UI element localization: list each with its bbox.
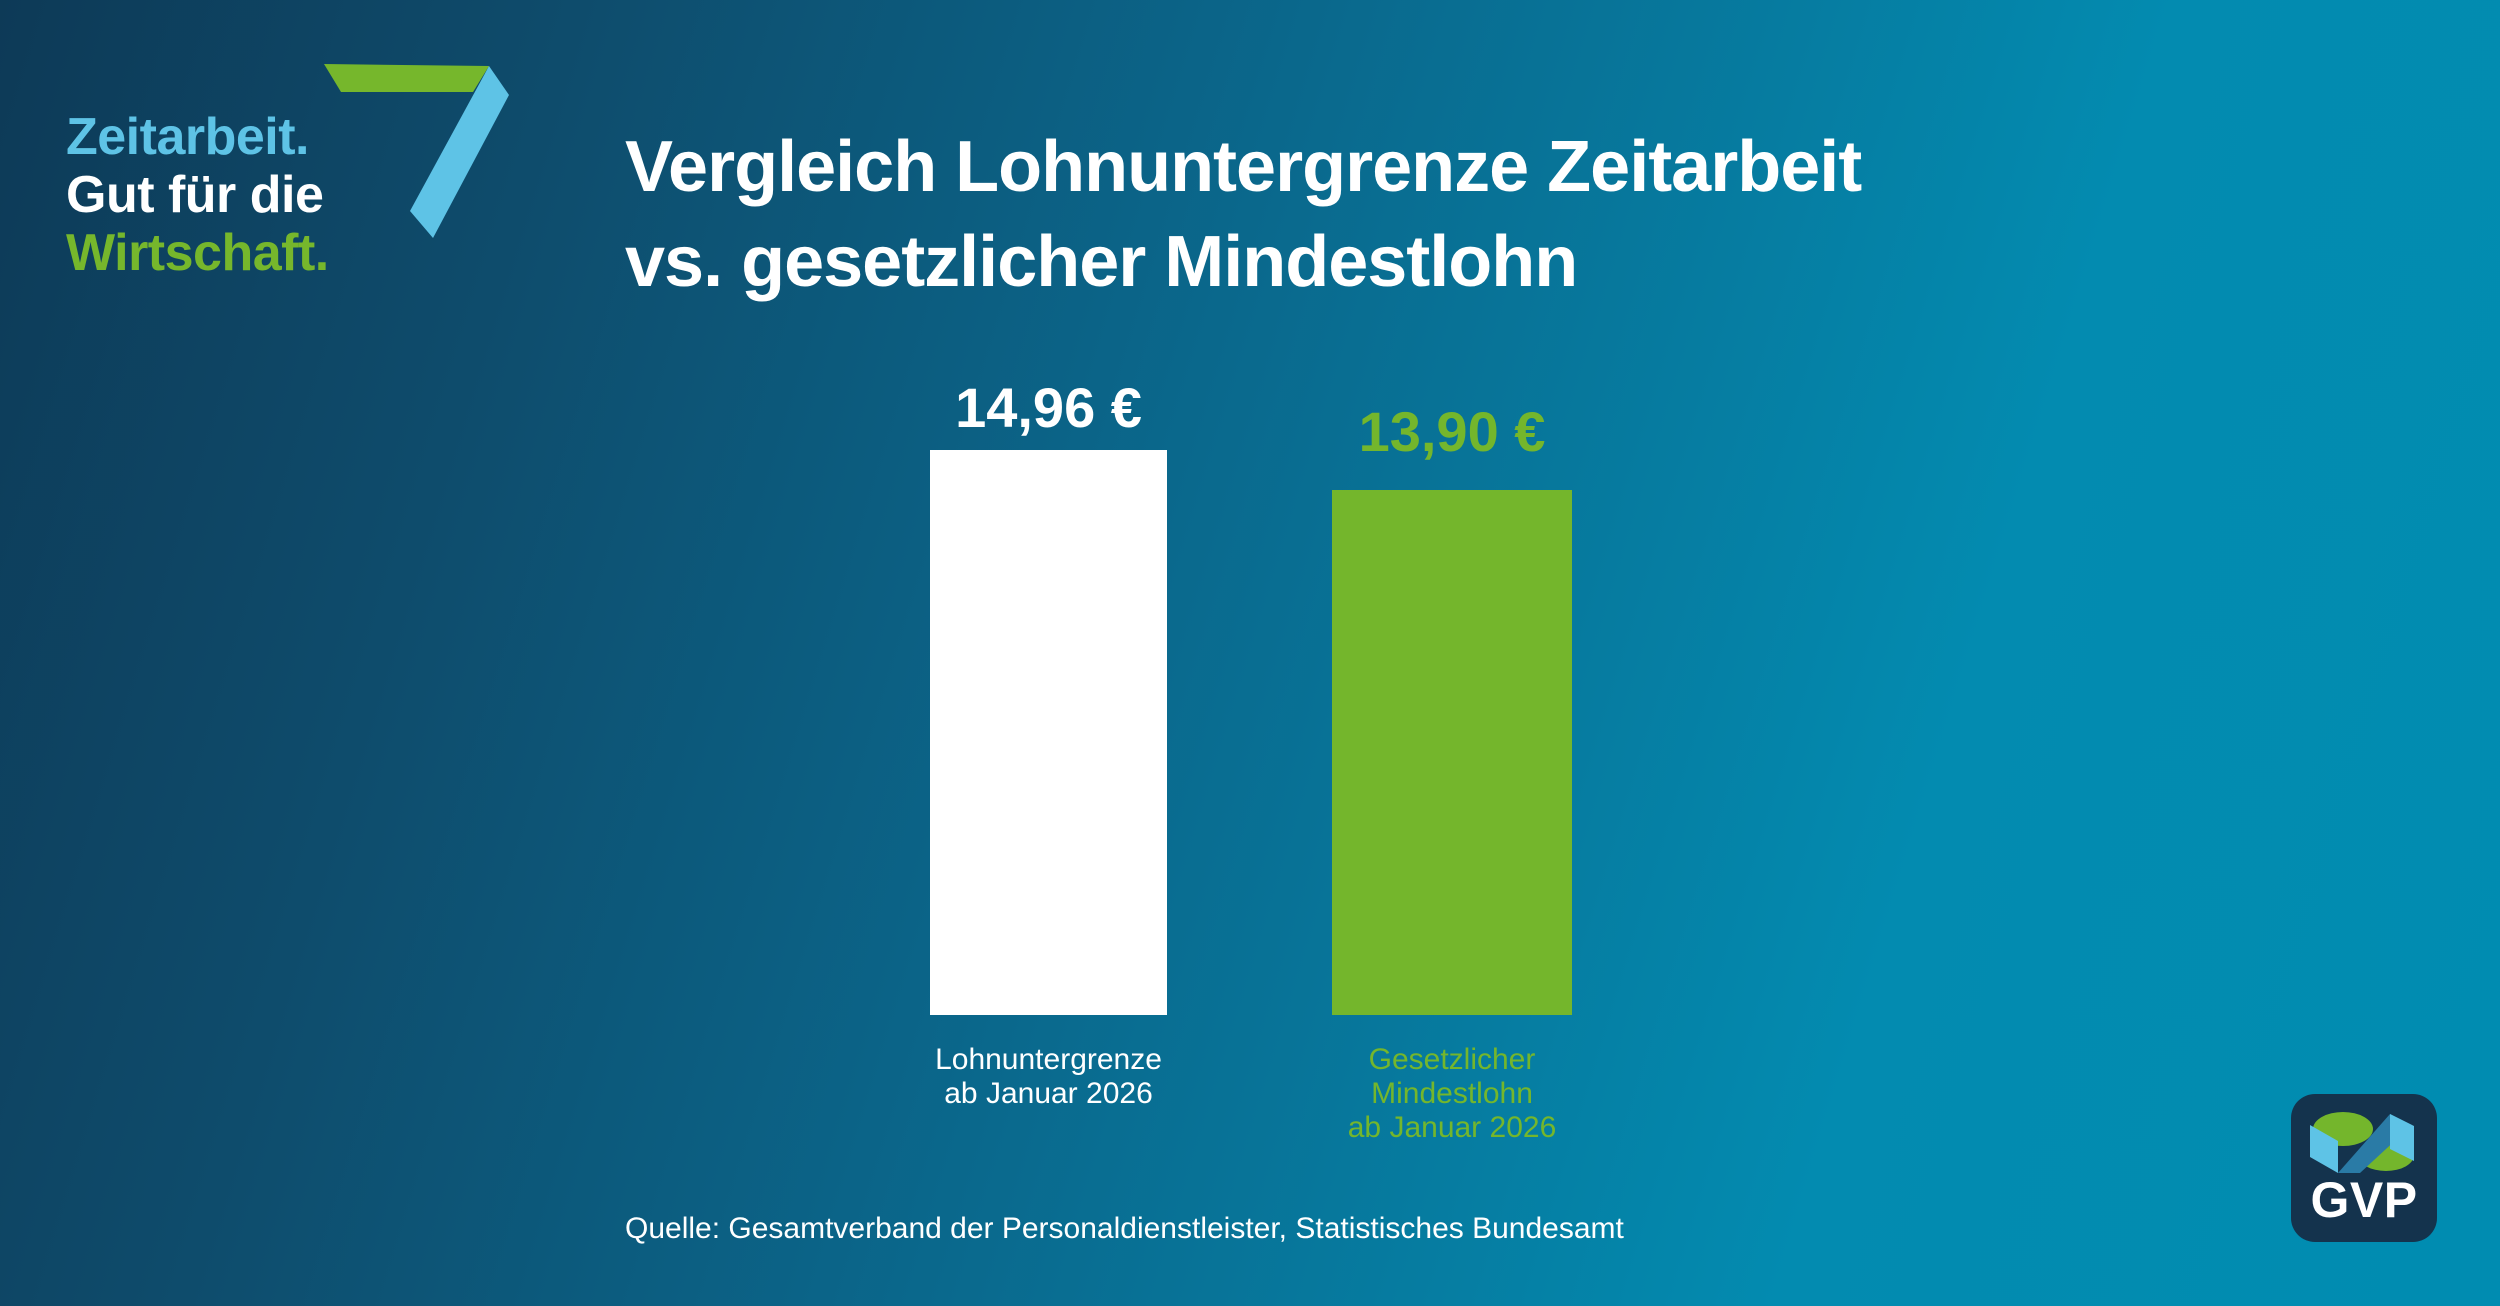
gvp-logo-label: GVP bbox=[2310, 1172, 2418, 1228]
brand-claim-line2: Gut für die bbox=[66, 166, 324, 224]
gvp-logo-icon bbox=[2310, 1112, 2414, 1173]
bar-category-label: Gesetzlicher Mindestlohn ab Januar 2026 bbox=[1347, 1043, 1557, 1144]
brand-claim-line3: Wirtschaft. bbox=[66, 224, 329, 282]
brand-claim-line1: Zeitarbeit. bbox=[66, 108, 309, 166]
bar-rect bbox=[930, 450, 1167, 1015]
source-text: Quelle: Gesamtverband der Personaldienst… bbox=[625, 1212, 1624, 1245]
gvp-logo: GVP bbox=[2291, 1094, 2437, 1242]
brand-logo: Zeitarbeit. Gut für die Wirtschaft. bbox=[0, 0, 560, 320]
brand-seven-icon bbox=[324, 64, 509, 238]
bar-rect bbox=[1332, 490, 1572, 1015]
bar-value-label: 13,90 € bbox=[1358, 400, 1546, 463]
brand-claim: Zeitarbeit. Gut für die Wirtschaft. bbox=[66, 108, 329, 282]
bar-category-label: Lohnuntergrenze ab Januar 2026 bbox=[935, 1043, 1162, 1110]
bar-column-mindestlohn: 13,90 € Gesetzlicher Mindestlohn ab Januar… bbox=[1332, 0, 1572, 1306]
bar-column-lohnuntergrenze: 14,96 € Lohnuntergrenze ab Januar 2026 bbox=[930, 0, 1167, 1306]
page-title: Vergleich Lohnuntergrenze Zeitarbeit vs.… bbox=[625, 120, 1862, 310]
bar-value-label: 14,96 € bbox=[955, 376, 1142, 439]
page-title-line2: vs. gesetzlicher Mindestlohn bbox=[625, 222, 1578, 302]
page-title-line1: Vergleich Lohnuntergrenze Zeitarbeit bbox=[625, 127, 1862, 207]
